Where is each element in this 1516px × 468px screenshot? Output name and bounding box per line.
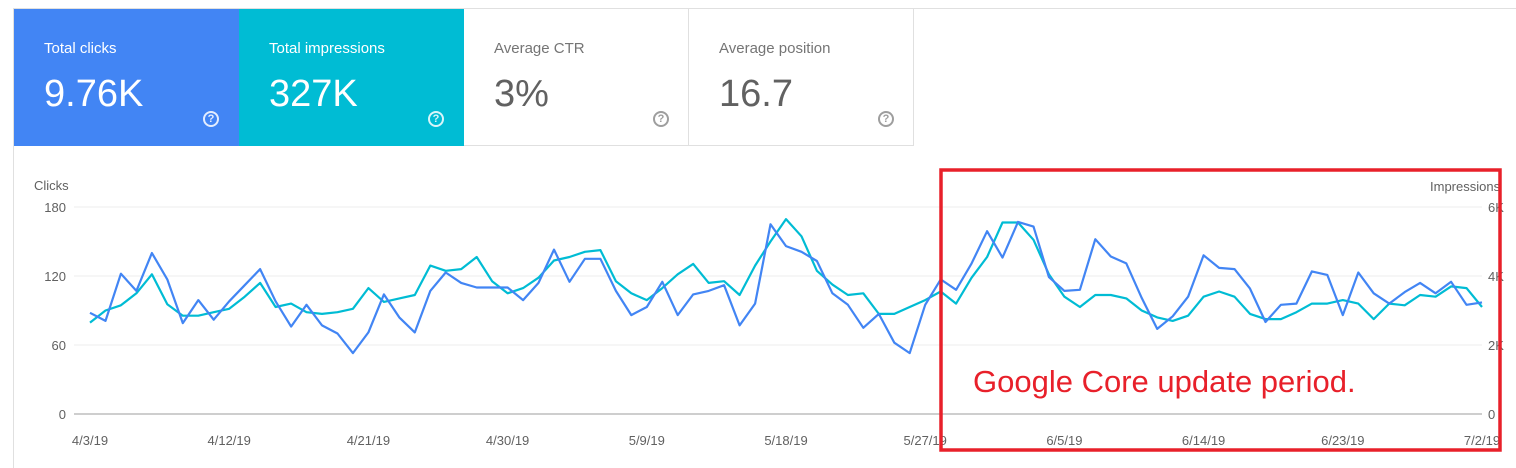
total-clicks-label: Total clicks: [44, 40, 117, 57]
help-icon[interactable]: ?: [878, 111, 894, 127]
x-tick-label: 4/21/19: [347, 433, 390, 448]
impressions-series-line: [89, 218, 1483, 324]
x-tick-label: 5/27/19: [904, 433, 947, 448]
help-icon[interactable]: ?: [203, 111, 219, 127]
average-position-value: 16.7: [719, 73, 793, 115]
x-tick-label: 4/3/19: [72, 433, 108, 448]
help-icon[interactable]: ?: [428, 111, 444, 127]
x-tick-label: 7/2/19: [1464, 433, 1500, 448]
total-impressions-value: 327K: [269, 73, 358, 115]
y-tick-label-left: 180: [44, 200, 66, 215]
clicks-series-line: [89, 220, 1483, 355]
total-impressions-card[interactable]: Total impressions 327K ?: [239, 9, 464, 146]
y-tick-label-left: 60: [52, 338, 66, 353]
y-tick-label-right: 6K: [1488, 200, 1504, 215]
performance-chart[interactable]: Clicks Impressions 180 6K 120 4K 60 2K 0 0 4/3/1…: [0, 0, 1516, 453]
performance-panel: [13, 8, 1516, 468]
x-tick-label: 6/5/19: [1046, 433, 1082, 448]
y-tick-label-right: 0: [1488, 407, 1495, 422]
metric-cards: Total clicks 9.76K ? Total impressions 3…: [14, 9, 914, 146]
total-clicks-value: 9.76K: [44, 73, 144, 115]
average-position-label: Average position: [719, 40, 831, 57]
x-tick-label: 5/18/19: [764, 433, 807, 448]
x-tick-label: 5/9/19: [629, 433, 665, 448]
x-tick-label: 4/12/19: [208, 433, 251, 448]
y-tick-label-right: 4K: [1488, 269, 1504, 284]
y-axis-title-left: Clicks: [34, 178, 69, 193]
average-ctr-value: 3%: [494, 73, 549, 115]
total-clicks-card[interactable]: Total clicks 9.76K ?: [14, 9, 239, 146]
x-tick-label: 6/23/19: [1321, 433, 1364, 448]
average-position-card[interactable]: Average position 16.7 ?: [689, 9, 914, 146]
core-update-highlight-box: [939, 168, 1502, 452]
y-tick-label-right: 2K: [1488, 338, 1504, 353]
help-icon[interactable]: ?: [653, 111, 669, 127]
total-impressions-label: Total impressions: [269, 40, 385, 57]
y-axis-title-right: Impressions: [1430, 179, 1501, 194]
x-tick-label: 6/14/19: [1182, 433, 1225, 448]
x-tick-label: 4/30/19: [486, 433, 529, 448]
core-update-annotation: Google Core update period.: [973, 364, 1356, 399]
y-tick-label-left: 0: [59, 407, 66, 422]
average-ctr-card[interactable]: Average CTR 3% ?: [464, 9, 689, 146]
average-ctr-label: Average CTR: [494, 40, 585, 57]
y-tick-label-left: 120: [44, 269, 66, 284]
